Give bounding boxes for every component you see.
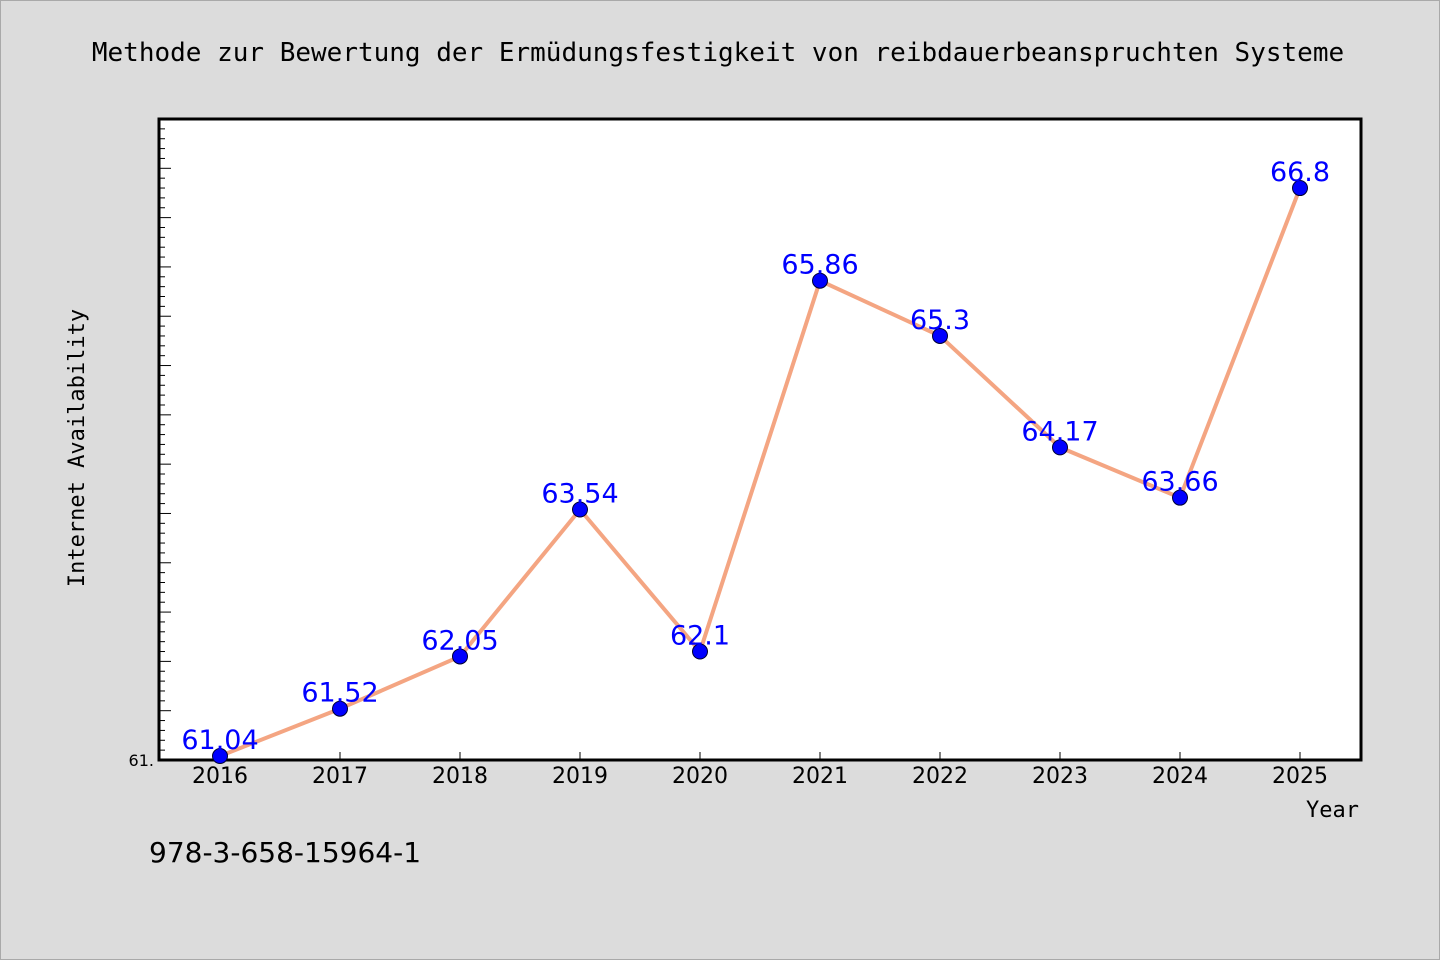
chart-title: Methode zur Bewertung der Ermüdungsfesti…	[92, 38, 1344, 68]
series-line	[219, 187, 1302, 758]
y-axis-ticks	[159, 118, 171, 761]
x-tick-label: 2025	[1272, 764, 1328, 789]
data-label: 65.86	[781, 250, 858, 281]
data-label: 62.05	[421, 625, 498, 656]
plot-area	[157, 117, 1363, 762]
data-point	[932, 327, 948, 344]
x-axis-tick-labels: 2016 2017 2018 2019 2020 2021 2022 2023 2024 2025	[192, 764, 1328, 789]
x-tick-label: 2016	[192, 764, 248, 789]
x-axis-label: Year	[1306, 798, 1359, 823]
isbn-text: 978-3-658-15964-1	[149, 836, 421, 869]
x-tick-label: 2020	[672, 764, 728, 789]
data-label: 64.17	[1021, 416, 1098, 447]
data-labels: 61.04 61.52 62.05 63.54 62.1 65.86 65.3 64.17 63…	[181, 157, 1330, 756]
x-tick-label: 2018	[432, 764, 488, 789]
data-point	[212, 748, 228, 765]
data-point	[1292, 180, 1308, 197]
y-axis-label: Internet Availability	[65, 309, 90, 587]
data-label: 66.8	[1270, 157, 1330, 188]
x-tick-label: 2017	[312, 764, 368, 789]
data-point	[692, 643, 708, 660]
y-tick-label: 61.	[129, 751, 154, 770]
series-markers	[212, 180, 1308, 765]
x-tick-label: 2021	[792, 764, 848, 789]
x-tick-label: 2022	[912, 764, 968, 789]
x-tick-label: 2024	[1152, 764, 1208, 789]
data-label: 63.54	[541, 479, 618, 510]
data-label: 63.66	[1141, 467, 1218, 498]
x-tick-label: 2019	[552, 764, 608, 789]
data-label: 61.52	[301, 678, 378, 709]
data-point	[1052, 439, 1068, 456]
x-tick-label: 2023	[1032, 764, 1088, 789]
data-label: 62.1	[670, 621, 730, 652]
data-label: 61.04	[181, 725, 258, 756]
data-label: 65.3	[910, 305, 970, 336]
data-point	[572, 501, 588, 518]
data-point	[812, 272, 828, 289]
data-point	[1172, 489, 1188, 506]
data-point	[332, 700, 348, 717]
data-point	[452, 648, 468, 665]
